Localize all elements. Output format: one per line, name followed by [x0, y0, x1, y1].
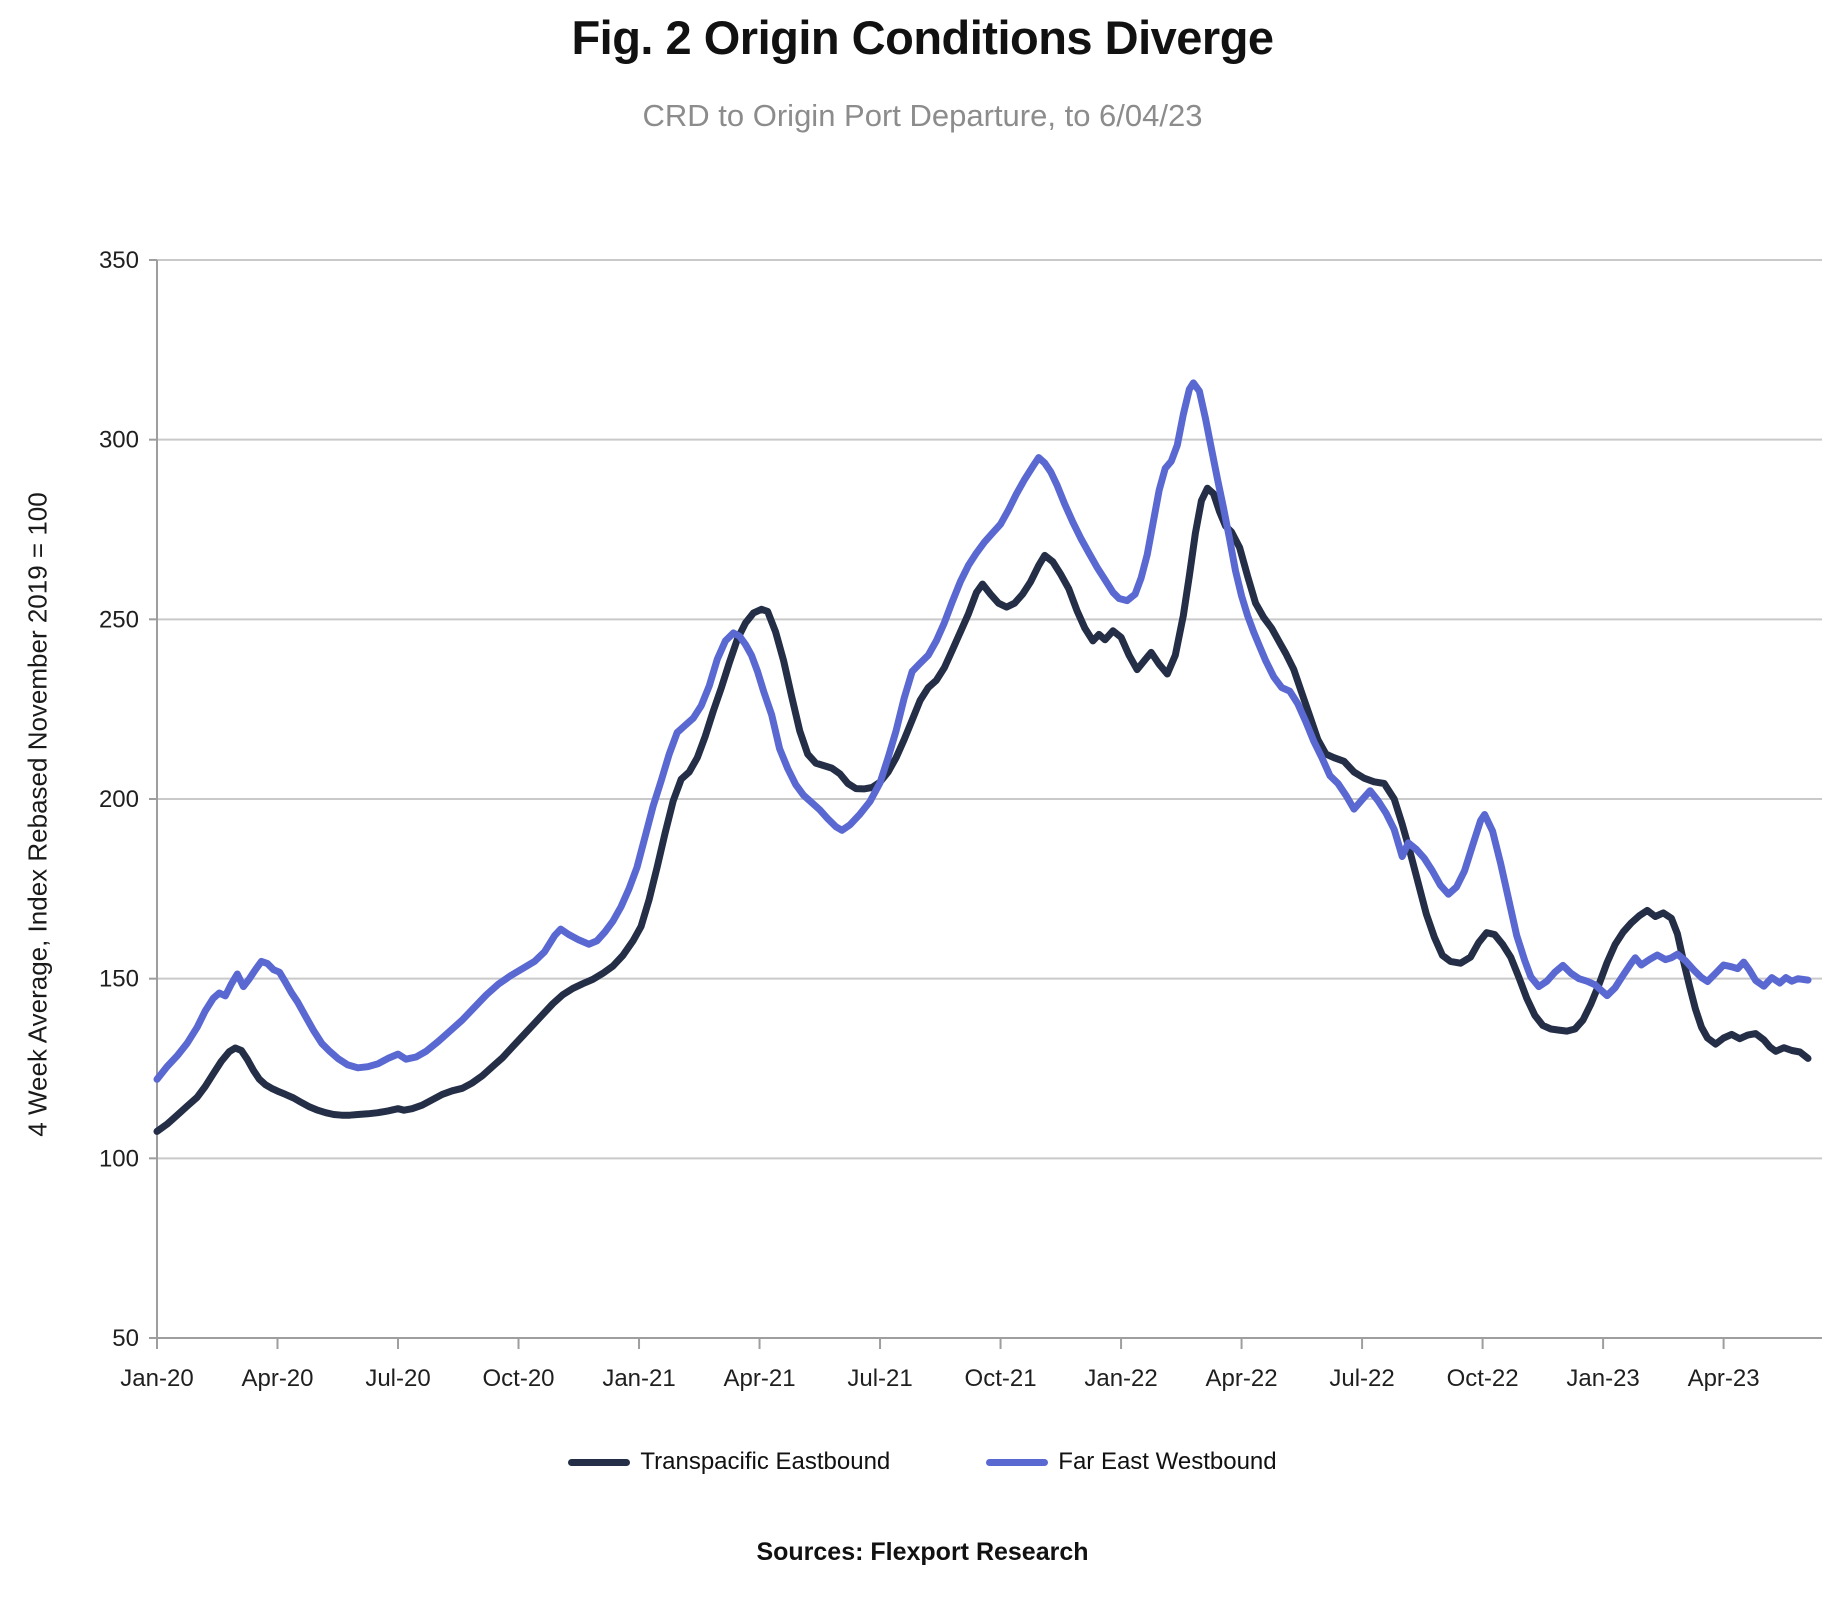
- x-tick-label: Oct-20: [483, 1365, 555, 1392]
- x-tick-label: Jan-20: [120, 1365, 193, 1392]
- chart-legend: Transpacific Eastbound Far East Westboun…: [0, 1448, 1845, 1476]
- y-tick-label: 150: [99, 966, 139, 993]
- source-attribution: Sources: Flexport Research: [756, 1538, 1089, 1566]
- legend-line-swatch-dark: [568, 1458, 631, 1466]
- x-tick-label: Jan-22: [1084, 1365, 1157, 1392]
- legend-line-swatch-blue: [986, 1458, 1049, 1466]
- y-tick-label: 100: [99, 1145, 139, 1172]
- x-tick-label: Jul-22: [1329, 1365, 1394, 1392]
- y-tick-label: 300: [99, 427, 139, 454]
- y-tick-label: 250: [99, 606, 139, 633]
- x-tick-label: Jan-21: [602, 1365, 675, 1392]
- legend-label: Far East Westbound: [1058, 1448, 1277, 1475]
- x-tick-label: Apr-22: [1206, 1365, 1278, 1392]
- series-line-transpacific-eastbound: [153, 484, 1812, 1135]
- x-tick-label: Jul-21: [847, 1365, 912, 1392]
- x-tick-label: Apr-21: [724, 1365, 796, 1392]
- legend-item-transpacific-eastbound: Transpacific Eastbound: [568, 1448, 890, 1476]
- legend-label: Transpacific Eastbound: [640, 1448, 891, 1475]
- legend-item-far-east-westbound: Far East Westbound: [986, 1448, 1277, 1476]
- x-tick-label: Oct-21: [965, 1365, 1037, 1392]
- x-tick-label: Jul-20: [365, 1365, 430, 1392]
- chart-title: Fig. 2 Origin Conditions Diverge: [571, 11, 1274, 64]
- x-tick-label: Apr-23: [1688, 1365, 1760, 1392]
- series-line-far-east-westbound: [153, 379, 1812, 1083]
- chart-subtitle: CRD to Origin Port Departure, to 6/04/23: [642, 98, 1203, 133]
- y-tick-label: 50: [112, 1325, 139, 1352]
- y-tick-label: 350: [99, 247, 139, 274]
- x-tick-label: Apr-20: [241, 1365, 313, 1392]
- x-tick-label: Jan-23: [1566, 1365, 1639, 1392]
- y-tick-label: 200: [99, 786, 139, 813]
- x-tick-label: Oct-22: [1447, 1365, 1519, 1392]
